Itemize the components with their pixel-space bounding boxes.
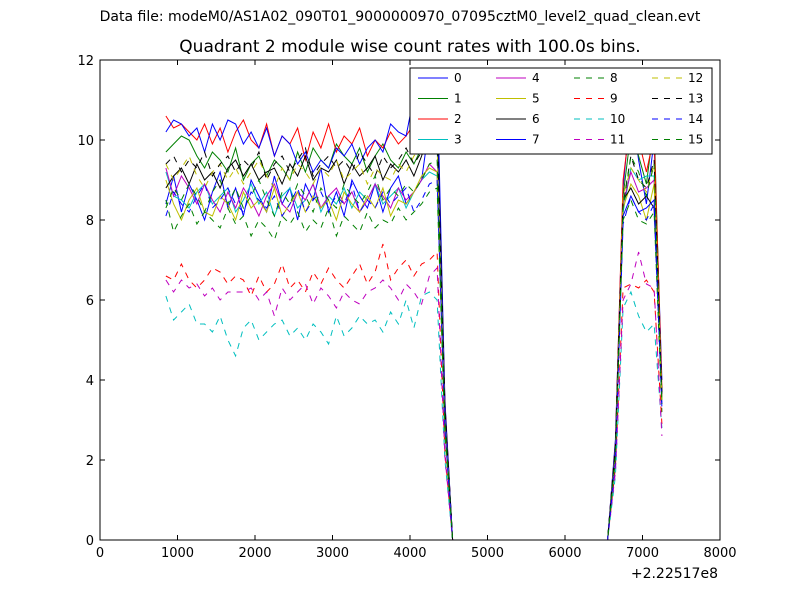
x-tick-label: 6000 — [548, 546, 581, 561]
legend-box — [409, 67, 713, 155]
x-tick-label: 4000 — [393, 546, 426, 561]
series-line-10 — [165, 290, 663, 541]
series-line-8 — [165, 187, 663, 541]
y-tick-label: 10 — [77, 134, 94, 149]
legend-label-14: 14 — [688, 112, 703, 126]
series-line-11 — [165, 251, 663, 541]
legend-label-9: 9 — [610, 92, 618, 106]
series-line-13 — [165, 126, 663, 541]
axes-layer: 0 1000 2000 3000 4000 5000 6000 7000 80000246810… — [77, 54, 736, 561]
y-tick-label: 4 — [86, 374, 94, 389]
legend-label-1: 1 — [454, 92, 462, 106]
legend-label-13: 13 — [688, 92, 703, 106]
series-line-6 — [165, 107, 663, 541]
x-tick-label: 0 — [96, 546, 104, 561]
y-tick-label: 6 — [86, 294, 94, 309]
x-axis-offset-label: +2.22517e8 — [631, 566, 718, 582]
series-line-1 — [165, 123, 663, 541]
legend-label-7: 7 — [532, 133, 540, 147]
series-line-3 — [165, 166, 663, 541]
legend-label-0: 0 — [454, 71, 462, 85]
data-file-suptitle: Data file: modeM0/AS1A02_090T01_90000009… — [99, 9, 701, 25]
legend-label-15: 15 — [688, 133, 703, 147]
legend-label-2: 2 — [454, 112, 462, 126]
legend-label-4: 4 — [532, 71, 540, 85]
series-line-4 — [165, 163, 663, 541]
legend-label-12: 12 — [688, 71, 703, 85]
y-tick-label: 12 — [77, 54, 94, 69]
y-tick-label: 2 — [86, 454, 94, 469]
series-line-2 — [165, 106, 663, 541]
x-tick-label: 8000 — [703, 546, 736, 561]
x-tick-label: 3000 — [316, 546, 349, 561]
legend-label-11: 11 — [610, 133, 625, 147]
series-line-9 — [165, 243, 663, 541]
x-tick-label: 2000 — [238, 546, 271, 561]
series-line-15 — [165, 154, 663, 541]
legend-label-3: 3 — [454, 133, 462, 147]
legend-label-5: 5 — [532, 92, 540, 106]
legend-label-10: 10 — [610, 112, 625, 126]
legend-label-8: 8 — [610, 71, 618, 85]
series-line-14 — [165, 179, 663, 541]
series-line-12 — [165, 139, 663, 541]
y-tick-label: 0 — [86, 534, 94, 549]
chart-title: Quadrant 2 module wise count rates with … — [179, 37, 641, 57]
x-tick-label: 1000 — [161, 546, 194, 561]
y-tick-label: 8 — [86, 214, 94, 229]
series-line-7 — [165, 95, 663, 541]
series-line-5 — [165, 167, 663, 541]
legend-label-6: 6 — [532, 112, 540, 126]
x-tick-label: 7000 — [626, 546, 659, 561]
x-tick-label: 5000 — [471, 546, 504, 561]
